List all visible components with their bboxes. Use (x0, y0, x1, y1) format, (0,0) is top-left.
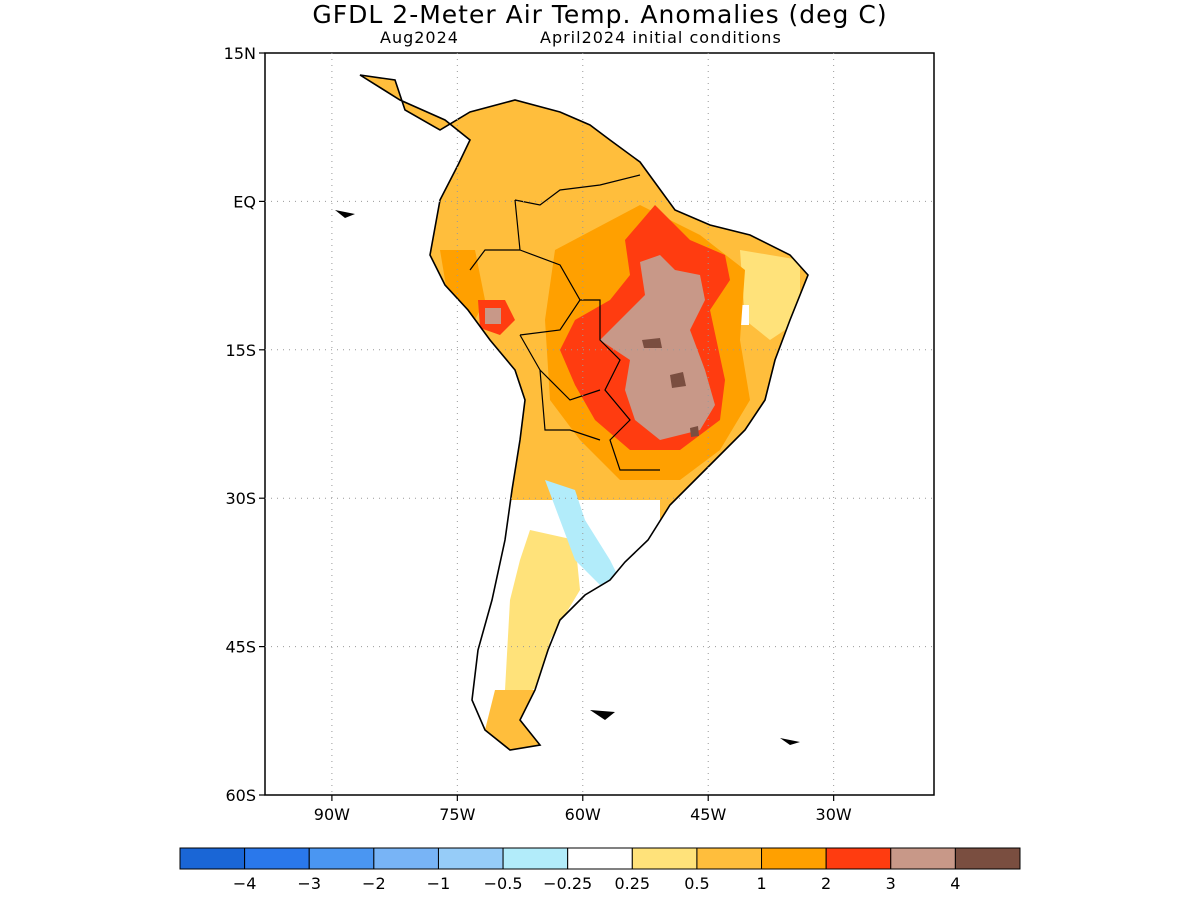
chart-title: GFDL 2-Meter Air Temp. Anomalies (deg C) (312, 0, 888, 29)
forecast-month: Aug2024 (380, 28, 459, 47)
colorbar-label: −3 (297, 874, 321, 893)
anomaly-spot-max-1 (642, 338, 662, 348)
colorbar-label: 1 (756, 874, 766, 893)
colorbar-swatch (890, 847, 956, 870)
south-georgia (780, 738, 800, 745)
colorbar-swatch (954, 847, 1021, 870)
colorbar-label: −0.25 (543, 874, 592, 893)
colorbar-label: 0.25 (614, 874, 650, 893)
lat-tick-label: 30S (225, 489, 256, 508)
galapagos-islands (335, 210, 355, 218)
colorbar-swatch (244, 847, 310, 870)
colorbar-label: −2 (362, 874, 386, 893)
lon-tick-label: 90W (314, 805, 350, 824)
colorbar-label: 4 (950, 874, 960, 893)
colorbar-swatch (631, 847, 698, 870)
lon-tick-label: 45W (690, 805, 726, 824)
colorbar-swatch (373, 847, 439, 870)
axis-ticks: 15N EQ 15S 30S 45S 60S 90W 75W 60W 45W 30W (224, 44, 852, 824)
anomaly-region-ne-brazil (740, 250, 800, 340)
colorbar-swatch (502, 847, 569, 870)
colorbar-swatch (825, 847, 892, 870)
initial-conditions: April2024 initial conditions (540, 28, 782, 47)
lat-tick-label: EQ (233, 192, 256, 211)
country-borders (469, 174, 660, 471)
colorbar-swatch (308, 847, 375, 870)
colorbar: −4 −3 −2 −1 −0.5 −0.25 0.25 0.5 1 2 3 4 (179, 847, 1021, 893)
lon-tick-label: 30W (816, 805, 852, 824)
colorbar-label: 2 (821, 874, 831, 893)
anomaly-region-cool (545, 480, 620, 585)
colorbar-label: −0.5 (484, 874, 523, 893)
lat-tick-label: 15S (225, 341, 256, 360)
lat-tick-label: 60S (225, 786, 256, 805)
lat-tick-label: 45S (225, 638, 256, 657)
anomaly-region-0.25-0.5 (505, 530, 580, 700)
lon-tick-label: 75W (439, 805, 475, 824)
colorbar-label: 3 (886, 874, 896, 893)
anomaly-spot-max-3 (690, 426, 699, 437)
colorbar-swatch (179, 847, 246, 870)
colorbar-swatch (437, 847, 504, 870)
graticule (265, 53, 934, 795)
colorbar-label: −1 (427, 874, 451, 893)
colorbar-label: −4 (233, 874, 257, 893)
anomaly-spot-peru (485, 308, 501, 324)
anomaly-spot-max-2 (670, 372, 686, 388)
falkland-islands (590, 710, 615, 720)
coastline (359, 74, 809, 751)
colorbar-swatch (761, 847, 827, 870)
colorbar-swatch (567, 847, 633, 870)
colorbar-swatch (696, 847, 763, 870)
colorbar-label: 0.5 (684, 874, 709, 893)
lon-tick-label: 60W (565, 805, 601, 824)
lat-tick-label: 15N (224, 44, 256, 63)
